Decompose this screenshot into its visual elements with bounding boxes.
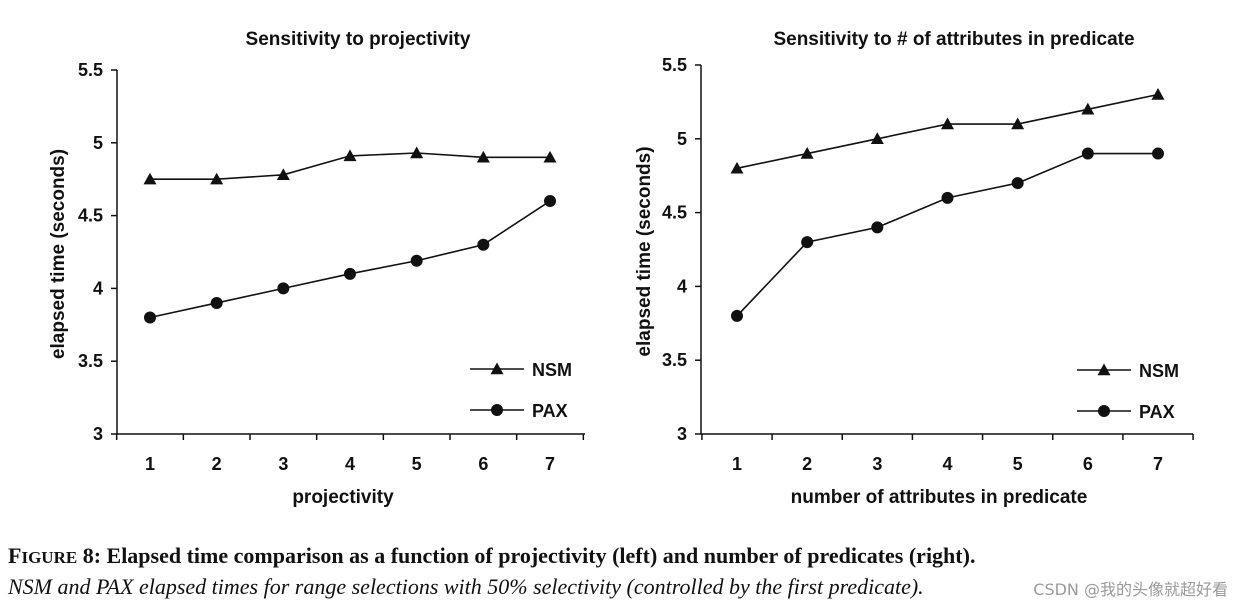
data-point-pax — [277, 282, 290, 295]
y-tick-label: 4 — [93, 278, 103, 298]
legend-marker-circle — [491, 404, 503, 416]
figure-caption-title: FIGURE 8: Elapsed time comparison as a f… — [8, 543, 1238, 569]
x-tick-label: 4 — [345, 454, 355, 474]
watermark: CSDN @我的头像就超好看 — [1033, 580, 1228, 599]
legend-label-nsm: NSM — [1139, 361, 1179, 381]
data-point-pax — [544, 195, 556, 208]
data-point-nsm — [730, 161, 744, 174]
data-point-pax — [801, 236, 814, 249]
y-tick-label: 3.5 — [78, 351, 103, 371]
series-line-nsm — [736, 93, 1159, 170]
x-tick-label: 3 — [872, 454, 882, 474]
y-tick-label: 3 — [93, 424, 103, 444]
data-point-pax — [210, 296, 223, 309]
data-point-nsm — [410, 146, 424, 159]
series-line-pax — [736, 152, 1158, 317]
y-tick-label: 3.5 — [662, 350, 687, 370]
y-tick-label: 5 — [93, 133, 103, 153]
chart-1: Sensitivity to projectivity 3 3.5 4 4.5 5 5.5 1… — [48, 29, 585, 508]
data-point-pax — [477, 238, 490, 251]
x-tick-label: 2 — [212, 454, 222, 474]
x-tick-label: 7 — [1153, 454, 1163, 474]
caption-title-text: 8: Elapsed time comparison as a function… — [77, 543, 976, 568]
data-point-nsm — [543, 150, 557, 163]
data-point-pax — [144, 311, 156, 324]
x-tick-label: 3 — [278, 454, 288, 474]
y-axis-label: elapsed time (seconds) — [48, 149, 69, 359]
chart-title: Sensitivity to # of attributes in predic… — [773, 29, 1134, 50]
data-point-pax — [344, 267, 356, 280]
figure-caption-description: NSM and PAX elapsed times for range sele… — [8, 574, 924, 599]
data-point-pax — [731, 309, 743, 322]
y-axis-label: elapsed time (seconds) — [634, 146, 655, 356]
legend-label-pax: PAX — [532, 401, 568, 421]
chart-title: Sensitivity to projectivity — [246, 29, 471, 50]
data-point-nsm — [210, 172, 224, 185]
x-tick-label: 6 — [1083, 454, 1093, 474]
figure-charts: Sensitivity to projectivity 3 3.5 4 4.5 5 5.5 1… — [48, 29, 1194, 508]
series-line-pax — [149, 200, 551, 319]
x-tick-label: 5 — [412, 454, 422, 474]
data-point-nsm — [1151, 88, 1165, 100]
x-tick-label: 6 — [478, 454, 488, 474]
x-tick-label: 7 — [545, 454, 555, 474]
data-point-nsm — [1011, 117, 1025, 130]
y-tick-label: 5 — [677, 129, 687, 149]
data-point-nsm — [143, 172, 157, 185]
data-point-nsm — [870, 132, 884, 144]
data-point-nsm — [343, 149, 357, 162]
x-axis-label: projectivity — [292, 487, 394, 508]
data-point-pax — [871, 221, 884, 234]
data-point-nsm — [941, 117, 954, 130]
data-point-pax — [941, 191, 954, 204]
y-tick-label: 4.5 — [662, 203, 687, 223]
chart-2: Sensitivity to # of attributes in predic… — [634, 29, 1194, 508]
x-tick-label: 2 — [802, 454, 812, 474]
legend-marker-triangle — [490, 362, 504, 375]
data-point-pax — [1081, 147, 1094, 160]
data-point-nsm — [800, 147, 814, 159]
x-axis-label: number of attributes in predicate — [791, 487, 1088, 508]
y-tick-label: 3 — [677, 424, 687, 444]
y-tick-label: 5.5 — [78, 60, 103, 80]
legend-label-nsm: NSM — [532, 360, 572, 380]
data-point-nsm — [476, 150, 490, 163]
data-point-pax — [1152, 147, 1164, 160]
caption-figure-first-letter: F — [8, 543, 22, 568]
data-point-nsm — [276, 168, 290, 181]
x-tick-label: 1 — [145, 454, 155, 474]
legend-marker-circle — [1098, 405, 1110, 417]
legend-label-pax: PAX — [1139, 402, 1175, 422]
data-point-nsm — [1081, 102, 1095, 115]
x-tick-label: 5 — [1013, 454, 1023, 474]
y-tick-label: 4 — [677, 276, 687, 296]
legend-marker-triangle — [1097, 363, 1111, 376]
data-point-pax — [410, 254, 423, 267]
x-tick-label: 1 — [732, 454, 742, 474]
y-tick-label: 4.5 — [78, 206, 103, 226]
y-tick-label: 5.5 — [662, 55, 687, 75]
x-tick-label: 4 — [942, 454, 952, 474]
caption-figure-small-caps: IGURE — [21, 548, 78, 567]
data-point-pax — [1011, 177, 1024, 190]
